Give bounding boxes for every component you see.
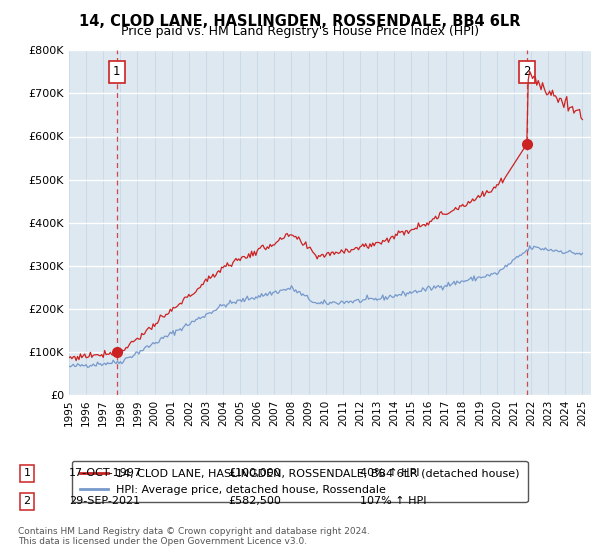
Text: 2: 2 [523, 66, 530, 78]
Text: £582,500: £582,500 [228, 496, 281, 506]
Text: Price paid vs. HM Land Registry's House Price Index (HPI): Price paid vs. HM Land Registry's House … [121, 25, 479, 38]
Text: Contains HM Land Registry data © Crown copyright and database right 2024.
This d: Contains HM Land Registry data © Crown c… [18, 526, 370, 546]
Legend: 14, CLOD LANE, HASLINGDEN, ROSSENDALE, BB4 6LR (detached house), HPI: Average pr: 14, CLOD LANE, HASLINGDEN, ROSSENDALE, B… [72, 461, 527, 502]
Text: £100,000: £100,000 [228, 468, 281, 478]
Text: 107% ↑ HPI: 107% ↑ HPI [360, 496, 427, 506]
Text: 2: 2 [23, 496, 31, 506]
Text: 17-OCT-1997: 17-OCT-1997 [69, 468, 142, 478]
Text: 1: 1 [23, 468, 31, 478]
Text: 14, CLOD LANE, HASLINGDEN, ROSSENDALE, BB4 6LR: 14, CLOD LANE, HASLINGDEN, ROSSENDALE, B… [79, 14, 521, 29]
Text: 40% ↑ HPI: 40% ↑ HPI [360, 468, 419, 478]
Text: 1: 1 [113, 66, 121, 78]
Text: 29-SEP-2021: 29-SEP-2021 [69, 496, 140, 506]
